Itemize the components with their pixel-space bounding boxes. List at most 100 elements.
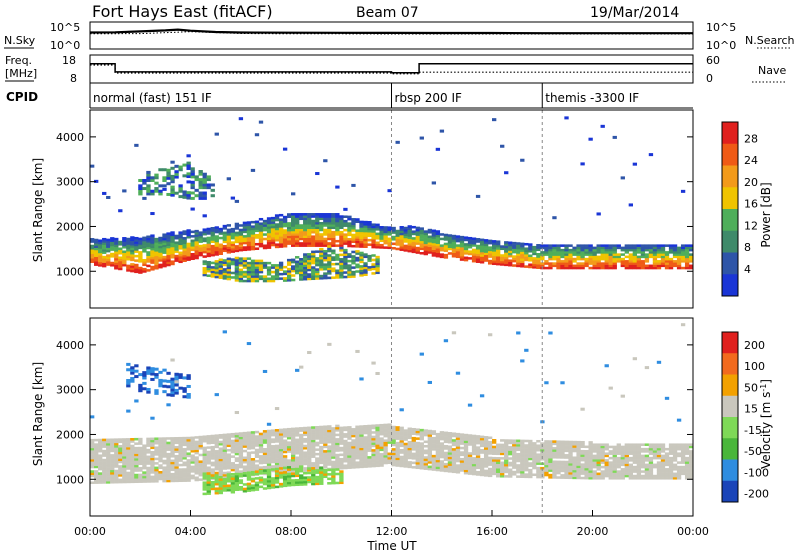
map-cell [254, 435, 260, 438]
map-cell [423, 445, 428, 448]
map-cell [262, 369, 268, 373]
map-cell [174, 375, 179, 379]
map-cell [512, 248, 517, 252]
map-cell [423, 460, 428, 464]
map-cell [640, 253, 646, 256]
map-cell [126, 246, 131, 250]
map-cell [516, 466, 521, 469]
map-cell [299, 467, 304, 471]
map-cell [307, 255, 312, 258]
map-cell [311, 268, 316, 272]
map-cell [564, 257, 569, 261]
map-cell [355, 465, 360, 469]
map-cell [443, 253, 449, 257]
map-cell [258, 244, 264, 248]
map-cell [447, 238, 453, 242]
map-cell [355, 245, 360, 248]
map-cell [584, 463, 589, 466]
map-cell [375, 260, 380, 263]
map-cell [218, 454, 223, 457]
map-cell [604, 461, 609, 464]
map-cell [640, 251, 646, 254]
map-cell [331, 221, 336, 225]
map-cell [367, 234, 372, 237]
map-cell [652, 257, 658, 261]
map-cell [286, 274, 292, 278]
map-cell [347, 426, 352, 429]
map-cell [114, 266, 119, 270]
map-cell [632, 470, 638, 473]
map-cell [680, 244, 686, 247]
map-cell [395, 441, 400, 445]
map-cell [178, 165, 183, 169]
map-cell [210, 474, 215, 477]
map-cell [102, 481, 107, 484]
map-cell [166, 452, 171, 456]
map-cell [351, 224, 356, 228]
map-cell [556, 476, 561, 479]
map-cell [644, 477, 650, 480]
map-cell [504, 450, 509, 453]
map-cell [214, 482, 219, 486]
map-cell [483, 458, 489, 461]
map-cell [327, 436, 332, 439]
map-cell [238, 277, 244, 281]
map-cell [419, 464, 424, 468]
map-cell [371, 225, 376, 229]
map-cell [520, 247, 525, 250]
map-cell [134, 446, 139, 450]
map-cell [351, 432, 356, 436]
map-cell [162, 384, 167, 388]
map-cell [407, 429, 412, 433]
map-cell [214, 441, 219, 444]
map-cell [246, 275, 252, 278]
map-cell [375, 457, 380, 461]
map-cell [471, 439, 477, 442]
map-cell [295, 438, 300, 442]
map-cell [383, 428, 388, 431]
map-cell [367, 435, 372, 439]
map-cell [238, 443, 244, 446]
map-cell [158, 439, 163, 443]
map-cell [270, 483, 276, 487]
map-cell [620, 248, 625, 252]
map-cell [343, 442, 348, 445]
map-cell [182, 448, 187, 451]
map-cell [387, 189, 392, 193]
map-cell [383, 246, 388, 249]
map-cell [463, 436, 469, 439]
map-cell [359, 260, 364, 264]
map-cell [258, 217, 264, 221]
map-cell [363, 451, 368, 455]
map-cell [644, 244, 650, 247]
map-cell [512, 452, 517, 456]
map-cell [106, 449, 111, 453]
map-cell [568, 445, 573, 448]
map-cell [331, 256, 336, 259]
map-cell [206, 485, 211, 489]
map-cell [90, 441, 95, 444]
map-cell [311, 213, 316, 216]
map-cell [343, 253, 348, 256]
map-cell [335, 253, 340, 257]
map-cell [246, 440, 252, 444]
map-cell [295, 472, 300, 475]
map-cell [592, 450, 597, 453]
map-cell [206, 254, 211, 258]
map-cell [138, 192, 143, 196]
map-cell [359, 440, 364, 444]
map-cell [170, 455, 175, 458]
map-cell [198, 186, 203, 190]
map-cell [668, 257, 674, 261]
map-cell [230, 196, 236, 200]
map-cell [98, 246, 103, 249]
map-cell [262, 226, 268, 230]
map-cell [114, 438, 119, 441]
map-cell [323, 471, 328, 474]
map-cell [98, 264, 103, 267]
map-cell [335, 438, 340, 441]
map-cell [102, 461, 107, 464]
map-cell [311, 244, 316, 247]
map-cell [303, 215, 308, 218]
map-cell [371, 455, 376, 459]
